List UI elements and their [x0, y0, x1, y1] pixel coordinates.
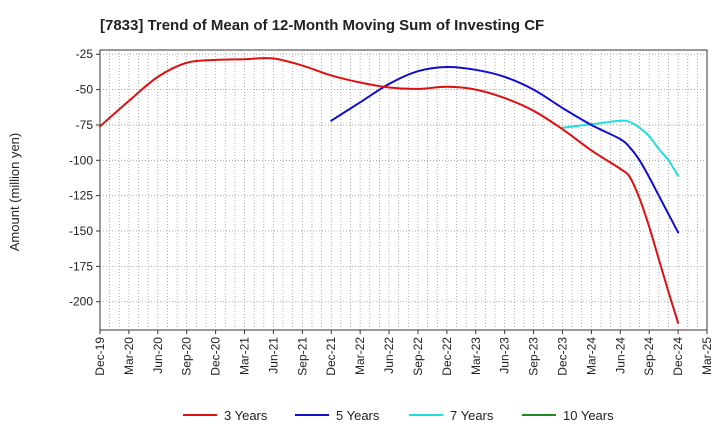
x-tick-label: Mar-22	[353, 337, 367, 375]
x-axis-ticks: Dec-19 Mar-20 Jun-20 Sep-20 Dec-20 Mar-21 Jun-…	[93, 330, 714, 376]
y-tick-label: -100	[69, 153, 93, 167]
x-tick-label: Sep-22	[411, 337, 425, 376]
x-tick-label: Dec-20	[209, 337, 223, 376]
y-axis-ticks: -25 -50 -75 -100 -125 -150 -175 -200	[69, 47, 100, 309]
y-tick-label: -75	[76, 118, 94, 132]
y-axis-label: Amount (million yen)	[7, 133, 22, 252]
x-tick-label: Dec-19	[93, 337, 107, 376]
x-tick-label: Jun-20	[151, 337, 165, 374]
x-tick-label: Dec-21	[324, 337, 338, 376]
x-tick-label: Sep-24	[642, 337, 656, 376]
x-tick-label: Sep-20	[180, 337, 194, 376]
series-line-7-years	[561, 119, 680, 177]
legend: 3 Years 5 Years 7 Years 10 Years	[183, 408, 614, 423]
x-tick-label: Sep-21	[295, 337, 309, 376]
x-tick-label: Mar-20	[122, 337, 136, 375]
legend-label-10-years: 10 Years	[563, 408, 614, 423]
x-tick-label: Mar-24	[584, 337, 598, 375]
y-tick-label: -50	[76, 83, 94, 97]
x-tick-label: Mar-25	[700, 337, 714, 375]
y-tick-label: -175	[69, 259, 93, 273]
x-tick-label: Dec-24	[671, 337, 685, 376]
y-tick-label: -25	[76, 47, 94, 61]
series-line-3-years	[99, 57, 680, 324]
x-tick-label: Jun-21	[266, 337, 280, 374]
x-tick-label: Dec-23	[555, 337, 569, 376]
y-tick-label: -200	[69, 295, 93, 309]
x-tick-label: Jun-22	[382, 337, 396, 374]
plot-border	[99, 49, 708, 331]
x-tick-label: Dec-22	[440, 337, 454, 376]
x-tick-label: Sep-23	[527, 337, 541, 376]
series-line-5-years	[330, 65, 680, 234]
plot-area	[99, 49, 708, 331]
legend-label-5-years: 5 Years	[336, 408, 380, 423]
legend-label-7-years: 7 Years	[450, 408, 494, 423]
x-tick-label: Mar-21	[238, 337, 252, 375]
series-lines	[99, 57, 680, 324]
x-tick-label: Jun-23	[498, 337, 512, 374]
x-tick-label: Mar-23	[469, 337, 483, 375]
chart-title: [7833] Trend of Mean of 12-Month Moving …	[100, 17, 544, 34]
y-tick-label: -150	[69, 224, 93, 238]
x-tick-label: Jun-24	[613, 337, 627, 374]
y-tick-label: -125	[69, 189, 93, 203]
legend-label-3-years: 3 Years	[224, 408, 268, 423]
